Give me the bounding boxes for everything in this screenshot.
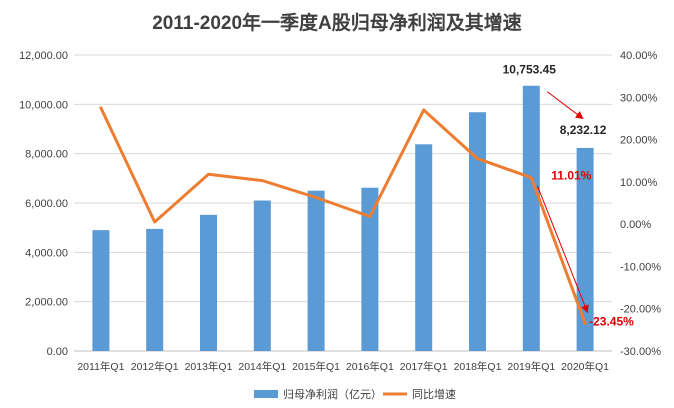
x-axis: 2011年Q1 2012年Q1 2013年Q1 2014年Q1 2015年Q1 2016年… xyxy=(77,360,609,373)
x-tick-label: 2014年Q1 xyxy=(238,360,286,373)
x-tick-label: 2016年Q1 xyxy=(346,360,394,373)
bar xyxy=(253,200,271,351)
x-tick-label: 2012年Q1 xyxy=(131,360,179,373)
bar xyxy=(576,147,594,351)
bar xyxy=(307,190,325,351)
bar-value-label: 8,232.12 xyxy=(560,123,607,137)
left-tick-label: 0.00 xyxy=(47,346,68,358)
left-tick-label: 2,000.00 xyxy=(25,297,68,309)
growth-value-label: -23.45% xyxy=(589,314,634,328)
left-tick-label: 12,000.00 xyxy=(19,50,68,62)
bar xyxy=(469,112,486,351)
bar xyxy=(92,230,110,351)
x-tick-label: 2013年Q1 xyxy=(185,360,233,373)
x-tick-label: 2020年Q1 xyxy=(561,360,609,373)
x-tick-label: 2018年Q1 xyxy=(454,360,502,373)
left-tick-label: 8,000.00 xyxy=(25,149,68,161)
legend-bar-label: 归母净利润（亿元） xyxy=(283,387,382,401)
x-tick-label: 2017年Q1 xyxy=(400,360,448,373)
right-axis: -30.00% -20.00% -10.00% 0.00% 10.00% 20.00% 30… xyxy=(620,50,661,358)
bar-value-label: 10,753.45 xyxy=(503,63,557,77)
right-tick-label: 30.00% xyxy=(620,92,658,104)
bar xyxy=(522,85,540,351)
bar xyxy=(415,144,433,351)
right-tick-label: 40.00% xyxy=(620,50,658,62)
right-tick-label: -20.00% xyxy=(620,304,661,316)
annotations: 10,753.45 8,232.12 11.01% -23.45% xyxy=(503,63,635,329)
growth-value-label: 11.01% xyxy=(551,169,591,183)
legend-line-label: 同比增速 xyxy=(412,387,456,401)
left-tick-label: 6,000.00 xyxy=(25,198,68,210)
chart-title: 2011-2020年一季度A股归母净利润及其增速 xyxy=(152,13,522,34)
bar xyxy=(361,187,379,351)
legend: 归母净利润（亿元） 同比增速 xyxy=(254,387,456,401)
right-tick-label: -30.00% xyxy=(620,346,661,358)
x-tick-label: 2015年Q1 xyxy=(292,360,340,373)
bar-decline-arrow xyxy=(546,91,584,120)
growth-decline-arrow xyxy=(536,185,589,314)
legend-bar-swatch xyxy=(254,390,278,398)
gridlines xyxy=(74,54,612,352)
left-tick-label: 10,000.00 xyxy=(19,99,68,111)
growth-line xyxy=(99,106,587,325)
bar-series xyxy=(92,85,594,351)
x-tick-label: 2019年Q1 xyxy=(507,360,555,373)
bar xyxy=(200,214,217,351)
right-tick-label: -10.00% xyxy=(620,261,661,273)
right-tick-label: 0.00% xyxy=(620,219,651,231)
right-tick-label: 10.00% xyxy=(620,177,658,189)
right-tick-label: 20.00% xyxy=(620,135,658,147)
left-tick-label: 4,000.00 xyxy=(25,247,68,259)
x-tick-label: 2011年Q1 xyxy=(77,360,124,373)
bar xyxy=(146,228,164,351)
line-series xyxy=(99,106,587,325)
left-axis: 0.00 2,000.00 4,000.00 6,000.00 8,000.00 10,0… xyxy=(19,50,68,358)
